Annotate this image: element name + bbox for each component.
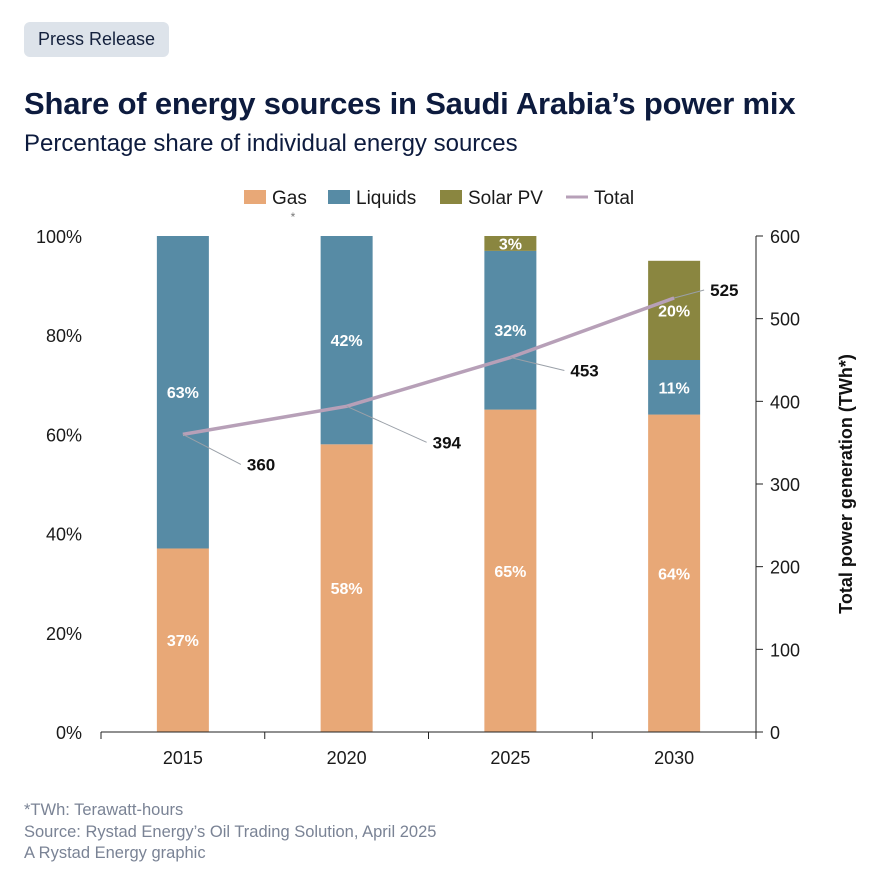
right-y-tick-label-5: 500 [770,310,800,330]
bar-liquids-2030 [648,360,701,415]
stacked-bar-line-chart: Gas Liquids Solar PV Total * 37% 63% 58% 42% 65% 3… [36,188,856,768]
right-y-tick-label-2: 200 [770,558,800,578]
legend-swatch-2 [440,190,462,204]
bar-label-liquids-2015: 63% [167,385,199,402]
right-y-tick-label-6: 600 [770,227,800,247]
legend-asterisk: * [291,210,296,224]
total-leader-2030 [673,289,705,299]
left-y-tick-label-1: 20% [46,624,82,644]
total-line [182,296,675,437]
right-y-tick-label-1: 100 [770,640,800,660]
bar-gas-2015 [156,548,209,732]
left-y-tick-label-2: 40% [46,525,82,545]
legend-label-0: Gas [272,188,307,209]
footnote: *TWh: Terawatt-hours [24,801,184,819]
right-y-axis-title: Total power generation (TWh*) [836,354,856,614]
left-y-tick-label-3: 60% [46,425,82,445]
x-tick-label-2020: 2020 [327,748,367,768]
right-y-tick-label-3: 300 [770,475,800,495]
x-tick-label-2025: 2025 [490,748,530,768]
chart-footer: *TWh: Terawatt-hours Source: Rystad Ener… [24,800,436,865]
legend-label-3: Total [594,188,634,209]
right-y-tick-label-4: 400 [770,392,800,412]
right-y-tick-label-0: 0 [770,723,780,743]
bar-label-liquids-2020: 42% [331,333,363,350]
credit-note: A Rystad Energy graphic [24,844,206,862]
total-label-2015: 360 [247,455,275,474]
total-label-2030: 525 [710,281,738,300]
total-label-2025: 453 [570,362,598,381]
bar-liquids-2015 [156,236,209,549]
press-release-badge: Press Release [24,22,170,57]
legend-swatch-0 [244,190,266,204]
bar-solar-pv-2025 [484,236,537,251]
bar-label-gas-2020: 58% [331,581,363,598]
bar-label-solar-pv-2030: 20% [658,303,690,320]
bar-liquids-2025 [484,250,537,410]
left-y-tick-label-5: 100% [36,227,82,247]
bar-label-liquids-2030: 11% [659,380,690,397]
left-y-tick-label-4: 80% [46,326,82,346]
bar-label-gas-2015: 37% [167,633,199,650]
x-tick-label-2015: 2015 [163,748,203,768]
left-y-tick-label-0: 0% [56,723,82,743]
bar-solar-pv-2030 [648,260,701,360]
x-tick-label-2030: 2030 [654,748,694,768]
chart-title: Share of energy sources in Saudi Arabia’… [24,86,796,121]
bar-label-liquids-2025: 32% [494,323,526,340]
legend-label-2: Solar PV [468,188,543,209]
bar-label-gas-2025: 65% [494,564,526,581]
total-leader-2015 [182,433,242,465]
legend-label-1: Liquids [356,188,416,209]
total-leader-2025 [510,357,565,372]
bar-gas-2030 [648,414,701,732]
total-leader-2020 [346,405,427,443]
bar-gas-2025 [484,409,537,732]
source-note: Source: Rystad Energy’s Oil Trading Solu… [24,822,437,841]
legend-swatch-1 [328,190,350,204]
total-label-2020: 394 [433,433,462,452]
chart-subtitle: Percentage share of individual energy so… [24,130,518,157]
bar-label-gas-2030: 64% [658,566,690,583]
bar-label-solar-pv-2025: 3% [499,236,522,253]
bar-gas-2020 [320,444,373,732]
